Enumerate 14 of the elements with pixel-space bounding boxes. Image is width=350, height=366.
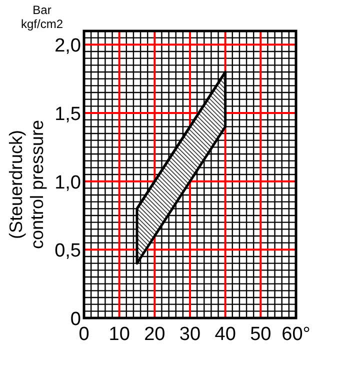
y-tick-label: 0: [70, 309, 81, 330]
x-tick-label: 20: [144, 324, 166, 345]
text: kgf/cm2: [20, 17, 64, 31]
x-tick-label: 30: [179, 324, 201, 345]
y-tick-label: 0,5: [54, 240, 81, 262]
y-tick-label: 1,0: [54, 172, 81, 194]
y-tick-label: 2,0: [54, 36, 81, 57]
text: Bar: [32, 3, 52, 17]
y-axis-title: (Steuerdruck) control pressure: [6, 120, 47, 250]
x-tick-label: 60°: [282, 324, 310, 345]
x-tick-label: 50: [250, 324, 272, 345]
x-tick-label: 40: [214, 324, 236, 345]
x-tick-label: 10: [108, 324, 130, 345]
y-tick-label: 1,5: [54, 104, 81, 125]
